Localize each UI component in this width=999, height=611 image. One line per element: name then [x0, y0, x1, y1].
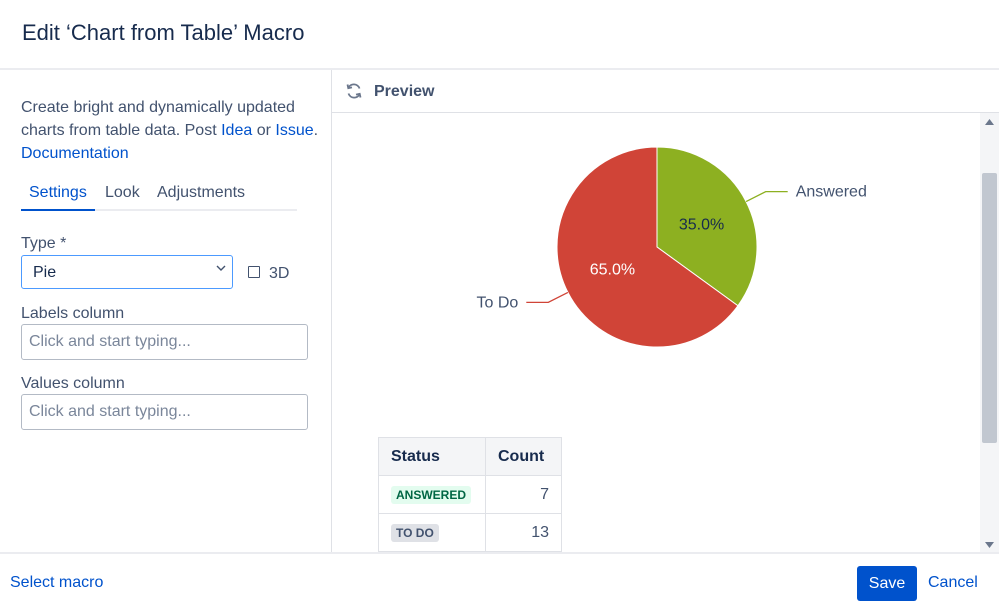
pie-slice-answered: [656, 146, 758, 307]
or-text: or: [256, 122, 271, 139]
preview-panel: Preview 35.0% Answered 65.0% To Do Status C…: [332, 70, 999, 552]
status-column-header: Status: [378, 437, 486, 476]
settings-panel: Create bright and dynamically updated ch…: [0, 70, 332, 552]
tab-look[interactable]: Look: [105, 184, 140, 201]
pie-category-label: To Do: [477, 294, 519, 311]
dialog-footer: Select macro Save Cancel: [0, 552, 999, 611]
pie-percent-label: 65.0%: [590, 262, 635, 279]
pie-percent-label: 35.0%: [679, 216, 724, 233]
dialog-header: Edit ‘Chart from Table’ Macro: [0, 0, 999, 70]
status-badge: ANSWERED: [391, 485, 472, 504]
refresh-icon[interactable]: [344, 81, 364, 101]
table-row: ANSWERED 7: [378, 475, 562, 514]
scroll-up-icon[interactable]: [985, 119, 994, 125]
pie-chart: 35.0% Answered 65.0% To Do: [477, 146, 867, 348]
tab-adjustments[interactable]: Adjustments: [157, 184, 246, 201]
pie-leader-line: [745, 190, 788, 203]
values-column-input[interactable]: [21, 394, 308, 430]
pie-category-label: Answered: [796, 184, 867, 201]
preview-scrollbar[interactable]: [980, 113, 999, 552]
status-cell: TO DO: [378, 513, 486, 552]
count-column-header: Count: [485, 437, 562, 476]
description-text: Create bright and dynamically updated ch…: [21, 99, 295, 139]
table-row: TO DO 13: [378, 513, 562, 552]
select-macro-link[interactable]: Select macro: [10, 574, 104, 591]
type-select-value: Pie: [33, 264, 57, 281]
type-select[interactable]: Pie: [21, 255, 233, 289]
save-button[interactable]: Save: [857, 566, 917, 601]
issue-link[interactable]: Issue: [275, 122, 314, 139]
three-d-label: 3D: [269, 265, 290, 282]
table-header-row: Status Count: [378, 437, 562, 476]
idea-link[interactable]: Idea: [221, 122, 253, 139]
values-column-label: Values column: [21, 375, 125, 392]
pie-leader-line: [526, 291, 569, 304]
settings-tabs: Settings Look Adjustments: [21, 182, 297, 211]
three-d-checkbox[interactable]: [248, 266, 260, 278]
chevron-down-icon: [216, 265, 226, 271]
labels-column-label: Labels column: [21, 305, 125, 322]
macro-description: Create bright and dynamically updated ch…: [21, 99, 319, 162]
scroll-thumb[interactable]: [982, 173, 997, 443]
scroll-down-icon[interactable]: [985, 542, 994, 548]
dialog-title: Edit ‘Chart from Table’ Macro: [22, 20, 305, 45]
preview-table: Status Count ANSWERED 7 TO DO 13: [378, 437, 562, 552]
count-cell: 7: [485, 475, 562, 514]
count-cell: 13: [485, 513, 562, 552]
preview-header: Preview: [332, 70, 999, 113]
documentation-link[interactable]: Documentation: [21, 145, 129, 162]
status-cell: ANSWERED: [378, 475, 486, 514]
pie-slice-to-do: [556, 146, 739, 348]
tab-settings[interactable]: Settings: [21, 184, 95, 211]
preview-title: Preview: [374, 83, 435, 100]
cancel-button[interactable]: Cancel: [928, 574, 978, 591]
type-label: Type *: [21, 235, 67, 252]
labels-column-input[interactable]: [21, 324, 308, 360]
status-badge: TO DO: [391, 523, 439, 542]
